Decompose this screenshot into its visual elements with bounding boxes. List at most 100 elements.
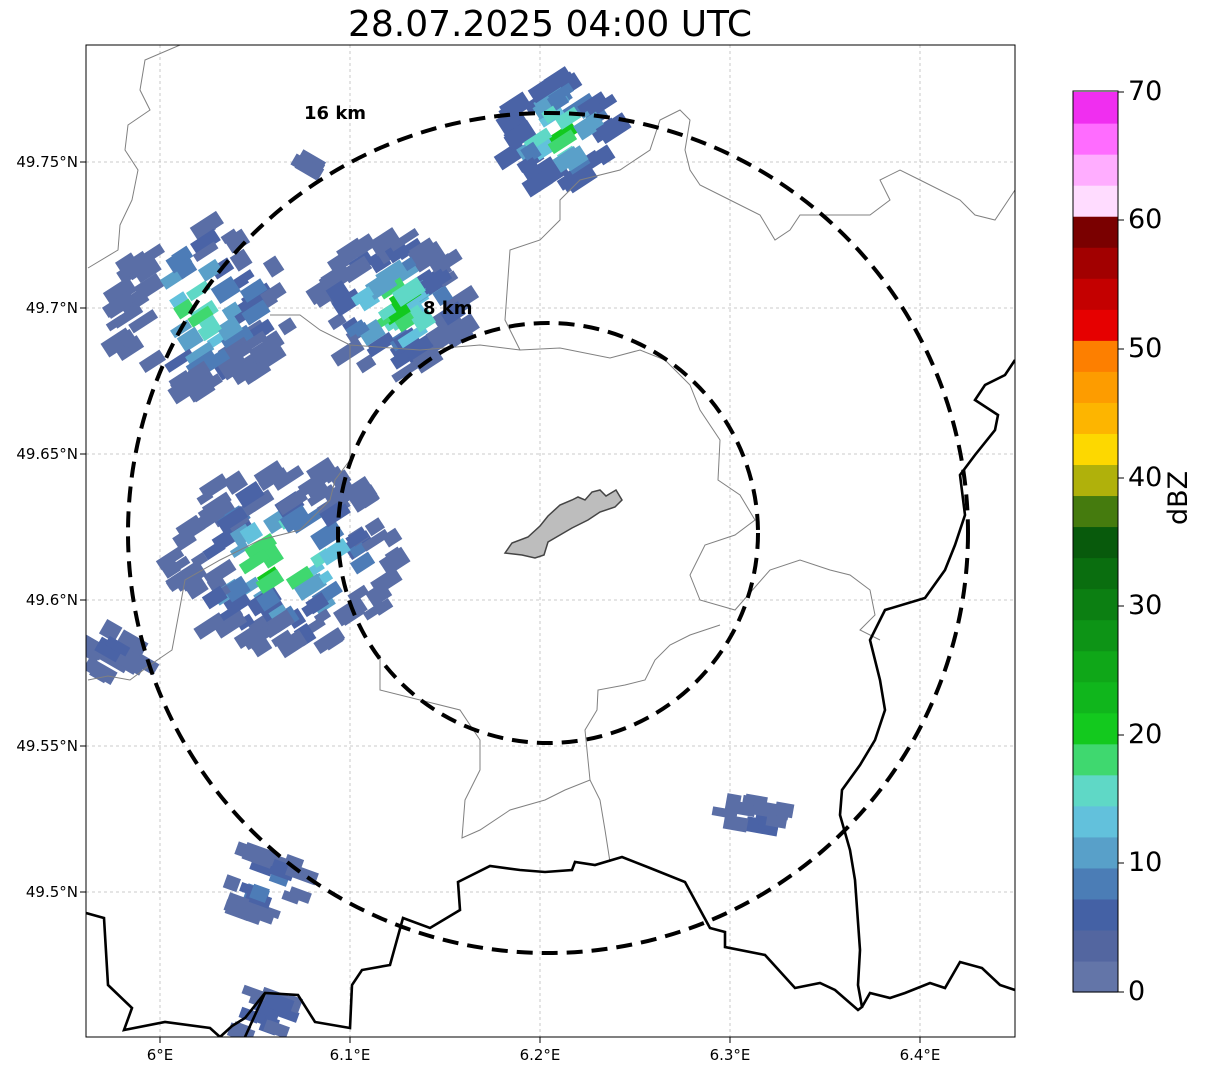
country-border	[86, 359, 1015, 1037]
echo-cell	[406, 237, 439, 267]
colorbar-segment	[1073, 340, 1118, 372]
echo-cell	[234, 480, 265, 509]
echo-cell	[305, 276, 339, 306]
echo-cell	[301, 600, 320, 618]
echo-cell	[229, 248, 253, 272]
colorbar-segment	[1073, 402, 1118, 434]
echo-cell	[190, 551, 209, 568]
echo-cell	[335, 486, 360, 506]
echo-cell	[268, 604, 288, 621]
echo-cell	[201, 585, 228, 610]
echo-cell	[303, 476, 329, 500]
echo-cell	[310, 520, 345, 551]
echo-cell	[341, 255, 373, 284]
echo-cell	[411, 308, 437, 333]
echo-cell	[350, 286, 375, 307]
colorbar-segment	[1073, 371, 1118, 403]
lon-label: 6.1°E	[329, 1046, 371, 1064]
echo-cell	[711, 806, 738, 820]
colorbar-segment	[1073, 712, 1118, 745]
echo-cell	[258, 467, 289, 491]
echo-cell	[263, 1019, 290, 1037]
echo-cell	[377, 303, 397, 321]
echo-cell	[221, 301, 242, 321]
echo-cell	[325, 280, 350, 303]
map-title: 28.07.2025 04:00 UTC	[347, 4, 753, 45]
colorbar-segment	[1073, 743, 1118, 776]
colorbar-segment	[1073, 309, 1118, 341]
echo-cell	[117, 328, 138, 350]
echo-cell	[183, 575, 209, 600]
echo-cell	[242, 626, 272, 651]
echo-cell	[249, 883, 270, 903]
echo-cell	[352, 321, 370, 338]
echo-cell	[241, 984, 264, 1000]
echo-cell	[279, 504, 311, 534]
echo-cell	[184, 515, 206, 537]
echo-cell	[239, 521, 264, 545]
echo-cell	[237, 330, 268, 355]
echo-cell	[272, 465, 305, 491]
echo-cell	[367, 331, 395, 354]
echo-cell	[173, 256, 198, 280]
echo-cell	[184, 369, 215, 394]
colorbar-segment	[1073, 650, 1118, 683]
echo-cell	[774, 801, 795, 819]
admin-boundaries	[87, 45, 1015, 863]
echo-cell	[241, 841, 276, 869]
echo-cell	[231, 269, 255, 289]
echo-cell	[357, 318, 386, 347]
echo-cell	[197, 505, 225, 530]
colorbar-segment	[1073, 619, 1118, 652]
colorbar-tick-label: 60	[1128, 204, 1163, 235]
echo-cell	[133, 272, 165, 301]
echo-cell	[266, 609, 295, 635]
colorbar-segment	[1073, 185, 1118, 217]
echo-cell	[131, 254, 162, 284]
lon-label: 6.4°E	[899, 1046, 941, 1064]
echo-cell	[247, 1009, 267, 1025]
colorbar-segment	[1073, 588, 1118, 621]
echo-cell	[361, 528, 390, 552]
echo-cell	[362, 601, 387, 621]
echo-cell	[197, 258, 223, 282]
range-rings	[126, 111, 970, 955]
echo-cell	[241, 489, 275, 517]
echo-cell	[226, 1022, 256, 1037]
echo-cell	[594, 144, 616, 166]
echo-cell	[98, 618, 123, 643]
echo-cell	[350, 233, 377, 258]
echo-cell	[262, 991, 295, 1016]
echo-cell	[185, 341, 215, 365]
echo-cell	[185, 280, 211, 302]
colorbar-tick-label: 20	[1128, 719, 1163, 750]
lat-label: 49.5°N	[25, 883, 78, 901]
echo-cell	[222, 874, 242, 893]
echo-cell	[244, 533, 277, 561]
echo-cell	[518, 157, 542, 181]
echo-cell	[203, 558, 237, 587]
echo-cell	[275, 488, 308, 516]
colorbar-segment	[1073, 216, 1118, 248]
echo-cell	[293, 623, 317, 647]
echo-cell	[724, 793, 742, 812]
colorbar-frame	[1072, 90, 1119, 993]
echo-cell	[384, 546, 405, 566]
colorbar-segment	[1073, 929, 1118, 962]
echo-cell	[391, 358, 423, 383]
echo-cell	[527, 74, 562, 104]
echo-cell	[196, 490, 214, 506]
colorbar-tick-label: 10	[1128, 847, 1163, 878]
echo-cell	[193, 612, 227, 640]
echo-cell	[381, 527, 403, 548]
echo-cell	[210, 275, 241, 305]
echo-cell	[222, 575, 251, 603]
echo-cell	[561, 175, 582, 193]
lat-label: 49.7°N	[25, 299, 78, 317]
echo-cell	[547, 129, 578, 155]
echo-cell	[186, 379, 213, 403]
colorbar-tick-label: 30	[1128, 590, 1163, 621]
colorbar-tick-label: 50	[1128, 333, 1163, 364]
echo-cell	[445, 313, 480, 344]
echo-cell	[101, 290, 136, 319]
